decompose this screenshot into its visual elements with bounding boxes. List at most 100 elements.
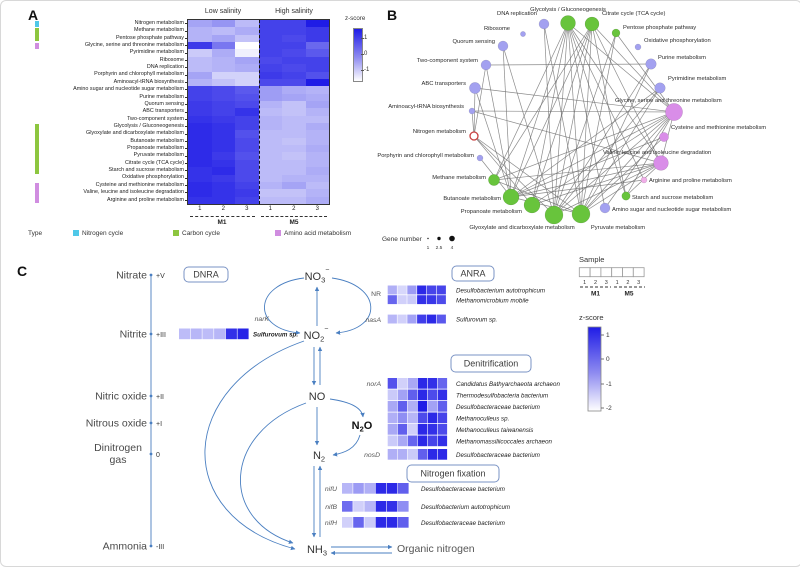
network-node-label: Propanoate metabolism (461, 209, 522, 215)
gene-heatmap-cell (387, 378, 398, 389)
gene-heatmap-cell (407, 285, 417, 295)
network-edge (502, 45, 512, 198)
oxidation-number: +I (156, 421, 162, 428)
gene-heatmap-cell (398, 483, 409, 494)
oxidation-number: +II (156, 394, 164, 401)
gene-heatmap-cell (436, 295, 446, 305)
gene-heatmap-cell (225, 328, 237, 340)
heatmap-cell (258, 78, 282, 87)
network-edge (493, 179, 582, 215)
heatmap-cell (258, 152, 282, 160)
zscore-tick-c: -2 (606, 405, 612, 412)
pathway-arrow (240, 402, 307, 544)
group-label-m1: M1 (217, 219, 227, 226)
heatmap-cell (211, 100, 235, 109)
heatmap-cell (211, 189, 235, 197)
species-label: Thermodesulfobacteria bacterium (456, 392, 548, 399)
heatmap-cell (282, 137, 306, 146)
gene-label: NR (371, 291, 381, 298)
heatmap-cell (282, 181, 306, 190)
heatmap-cell (211, 181, 235, 190)
row-tick (184, 30, 188, 32)
gene-heatmap-cell (427, 401, 438, 412)
process-box-label: Nitrogen fixation (420, 469, 485, 479)
row-tick (184, 45, 188, 47)
network-node-label: Valine, leucine and isoleucine degradati… (603, 150, 711, 156)
heatmap-cell (188, 20, 212, 28)
heatmap-cell (211, 49, 235, 57)
network-edge (553, 22, 569, 216)
network-edge (580, 87, 661, 215)
heatmap-cell (188, 159, 212, 168)
pathway-arrow (332, 434, 361, 457)
network-node-label: Ribosome (484, 26, 510, 32)
zscore-tickmark-a (361, 54, 364, 55)
gene-heatmap-cell (387, 435, 398, 447)
network-edge (531, 162, 662, 206)
sample-tick: 2 (626, 280, 629, 286)
gene-heatmap-cell (407, 412, 418, 424)
heatmap-cell (282, 189, 306, 197)
heatmap-cell (211, 123, 235, 131)
compound-state-label: Dinitrogen (94, 442, 142, 454)
network-edge (567, 22, 645, 181)
heatmap-cell (235, 130, 259, 138)
gene-label: nifH (325, 520, 337, 527)
category-bar (35, 28, 39, 42)
network-edge (625, 111, 675, 197)
network-edge (493, 111, 675, 181)
gene-heatmap-cell (417, 314, 427, 324)
gene-heatmap-cell (397, 389, 408, 401)
gene-heatmap-cell (397, 435, 408, 447)
species-label: Desulfobacteraceae bacterium (421, 520, 505, 527)
heatmap-row-label: DNA replication (146, 64, 184, 71)
network-node-label: DNA replication (497, 11, 537, 17)
heatmap-cell (235, 56, 259, 65)
network-node (654, 82, 666, 94)
sample-legend: Sample 1 2 3 1 2 3 M1 M5 (578, 255, 645, 298)
heatmap-cell (211, 20, 235, 28)
heatmap-cell (235, 159, 259, 168)
panel-a-heatmap: Low salinity High salinity z-score M1 M5… (1, 1, 401, 256)
gene-heatmap-cell (387, 449, 398, 460)
species-label: Sulfurovum sp. (253, 331, 298, 338)
type-legend-swatch (73, 230, 79, 236)
network-edge (510, 179, 645, 198)
row-tick (184, 89, 188, 91)
compound-state-label: Nitrite (120, 329, 148, 341)
species-label: Desulfobacterium autotrophicum (456, 288, 545, 295)
heatmap-cell (282, 34, 306, 43)
organic-nitrogen-label: Organic nitrogen (397, 543, 475, 555)
gene-heatmap-cell (417, 378, 428, 389)
axis-dot (149, 544, 153, 548)
heatmap-row-label: Pyrimidine metabolism (129, 49, 184, 56)
gene-heatmap-cell (427, 449, 438, 460)
heatmap-row-label: Cysteine and methionine metabolism (95, 181, 184, 188)
type-legend-swatch (275, 230, 281, 236)
sample-box (622, 267, 634, 278)
group-dash-m5 (261, 216, 327, 217)
gene-heatmap-cell (237, 328, 249, 340)
type-legend-item: Nitrogen cycle (82, 230, 124, 237)
heatmap-cell (235, 115, 259, 124)
gene-heatmap-cell (364, 501, 375, 512)
network-node-label: Two-component system (417, 58, 478, 64)
heatmap-row-label: Amino sugar and nucleotide sugar metabol… (73, 86, 184, 93)
process-box-label: DNRA (193, 270, 219, 280)
heatmap-cell (258, 167, 282, 175)
network-node (645, 58, 657, 70)
gene-heatmap-cell (397, 378, 408, 389)
row-tick (184, 23, 188, 25)
heatmap-cell (235, 189, 259, 197)
network-node-label: Glycolysis / Gluconeogenesis (530, 7, 606, 13)
heatmap-cell (258, 130, 282, 138)
heatmap-cell (258, 49, 282, 57)
heatmap-cell (188, 174, 212, 182)
compound-formula: NO3​−​ (305, 267, 330, 285)
gene-heatmap-cell (353, 517, 364, 528)
network-node-label: ABC transporters (422, 81, 467, 87)
gene-heatmap-cell (417, 424, 428, 435)
heatmap-cell (282, 167, 306, 175)
gene-heatmap-cell (437, 412, 448, 424)
category-bar (35, 123, 39, 174)
